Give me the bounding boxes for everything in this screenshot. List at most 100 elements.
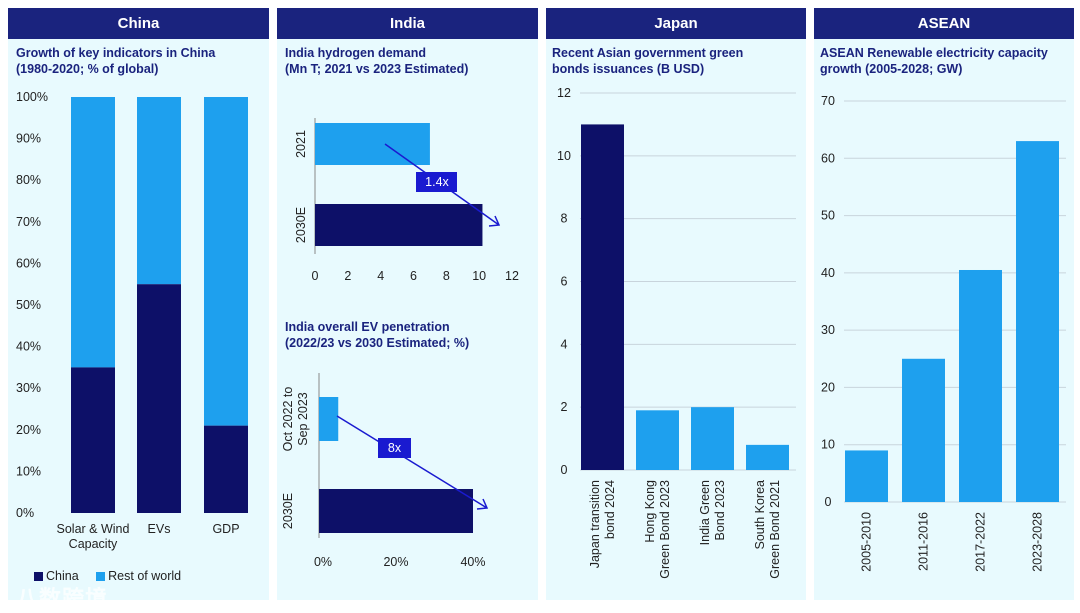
y-tick-label: 4 [561, 337, 568, 351]
japan-header: Japan [546, 8, 806, 39]
bar-ev [319, 397, 339, 441]
bar [691, 407, 734, 470]
china-panel: China Growth of key indicators in China … [8, 8, 269, 611]
x-tick-label: EVs [148, 522, 171, 536]
x-tick-label: 40% [460, 555, 485, 569]
asean-header: ASEAN [814, 8, 1074, 39]
india-h2-subtitle: India hydrogen demand (Mn T; 2021 vs 202… [285, 46, 469, 76]
arrow-head [488, 215, 501, 227]
y-tick-label: 6 [561, 275, 568, 289]
legend-rest: Rest of world [96, 569, 181, 583]
bar-rest-of-world [204, 97, 248, 426]
x-tick-label: 0 [312, 269, 319, 283]
bar-china [137, 284, 181, 513]
y-tick-label: 40% [16, 340, 41, 354]
y-tick-label: 30% [16, 381, 41, 395]
bar [636, 410, 679, 470]
x-tick-label: Japan transitionbond 2024 [588, 480, 617, 568]
watermark: 八数跨境 [16, 586, 109, 611]
bar-hydrogen-2021 [315, 123, 430, 165]
bar [1016, 141, 1059, 502]
y-tick-label: 0 [825, 495, 832, 509]
india-panel: India India hydrogen demand (Mn T; 2021 … [277, 8, 538, 600]
bar-rest-of-world [71, 97, 115, 368]
arrow-head [476, 498, 489, 510]
japan-subtitle: Recent Asian government green bonds issu… [552, 46, 744, 76]
y-tick-label: 70% [16, 215, 41, 229]
x-tick-label: 2017-2022 [974, 512, 988, 572]
x-tick-label: 4 [377, 269, 384, 283]
y-tick-label: 20% [16, 423, 41, 437]
y-tick-label: 10 [821, 438, 835, 452]
india-charts: 2021 2030E 0 2 4 6 8 10 12 1.4x Oct 2022 toSep 202… [281, 118, 519, 569]
x-tick-label: 2005-2010 [860, 512, 874, 572]
callout-box [416, 172, 457, 192]
y-tick-label: 20 [821, 380, 835, 394]
y-tick-label: 80% [16, 173, 41, 187]
bar [746, 444, 789, 470]
y-tick-label: 0% [16, 506, 34, 520]
x-tick-label: Hong KongGreen Bond 2023 [643, 480, 672, 579]
x-tick-label: India GreenBond 2023 [698, 480, 727, 545]
legend-china-swatch [34, 572, 43, 582]
bar-china [204, 425, 248, 513]
asean-panel: ASEAN ASEAN Renewable electricity capaci… [814, 8, 1074, 600]
y-tick-label: 12 [557, 86, 571, 100]
callout-label: 8x [388, 441, 402, 455]
x-tick-label: 8 [443, 269, 450, 283]
y-tick-label: 40 [821, 266, 835, 280]
bar [902, 358, 945, 502]
callout-box [378, 438, 411, 458]
legend-rest-label: Rest of world [108, 569, 182, 583]
y-tick-label: 90% [16, 132, 41, 146]
y-tick-label: 60 [821, 151, 835, 165]
china-subtitle: Growth of key indicators in China (1980-… [16, 46, 216, 76]
y-tick-label: 2030E [281, 493, 295, 529]
bar [581, 124, 624, 471]
y-tick-label: 2 [561, 400, 568, 414]
x-tick-label: 6 [410, 269, 417, 283]
legend-rest-swatch [96, 572, 106, 582]
y-tick-label: 2021 [294, 130, 308, 158]
china-header: China [8, 8, 269, 39]
x-tick-label: 12 [505, 269, 519, 283]
y-tick-label: 0 [561, 463, 568, 477]
x-tick-label: GDP [212, 522, 239, 536]
bar-ev [319, 489, 473, 533]
india-header: India [277, 8, 538, 39]
asean-bar-chart: 0 10 20 30 40 50 60 70 2005-2010 2011-2016 2017-20… [821, 94, 1066, 572]
y-tick-label: 2030E [294, 207, 308, 243]
x-tick-label: 10 [472, 269, 486, 283]
callout-label: 1.4x [425, 175, 449, 189]
y-tick-label: 50 [821, 209, 835, 223]
india-ev-subtitle: India overall EV penetration (2022/23 vs… [285, 320, 470, 350]
y-tick-label: 70 [821, 94, 835, 108]
china-legend: China Rest of world [34, 569, 195, 583]
x-tick-label: South KoreaGreen Bond 2021 [753, 480, 782, 579]
x-tick-label: 2023-2028 [1031, 512, 1045, 572]
y-tick-label: 10% [16, 464, 41, 478]
bar-hydrogen-2030E [315, 204, 483, 246]
x-tick-label: 2 [344, 269, 351, 283]
y-tick-label: 50% [16, 298, 41, 312]
legend-china: China [34, 569, 79, 583]
bar [959, 269, 1002, 502]
y-tick-label: 8 [561, 212, 568, 226]
bar-rest-of-world [137, 97, 181, 285]
x-tick-label: 0% [314, 555, 332, 569]
japan-bar-chart: 0 2 4 6 8 10 12 Japan transitionbond 2024 Hong K… [557, 86, 796, 579]
y-tick-label: 10 [557, 149, 571, 163]
bar-china [71, 367, 115, 513]
y-tick-label: Oct 2022 toSep 2023 [281, 387, 310, 452]
arrow-line [336, 415, 488, 509]
y-tick-label: 30 [821, 323, 835, 337]
china-stacked-bar-chart: 0% 10% 20% 30% 40% 50% 60% 70% 80% 90% 100% Solar &… [16, 90, 248, 551]
legend-china-label: China [46, 569, 79, 583]
x-tick-label: 2011-2016 [917, 512, 931, 571]
y-tick-label: 60% [16, 256, 41, 270]
asean-subtitle: ASEAN Renewable electricity capacity gro… [820, 46, 1048, 76]
bar [845, 450, 888, 502]
y-tick-label: 100% [16, 90, 48, 104]
x-tick-label: Solar & Wind Capacity [57, 522, 130, 551]
japan-panel: Japan Recent Asian government green bond… [546, 8, 806, 600]
